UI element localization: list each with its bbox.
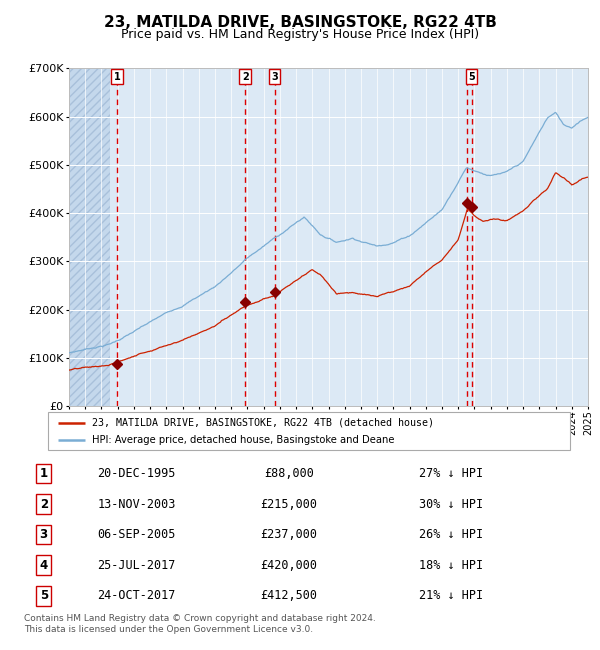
Text: 06-SEP-2005: 06-SEP-2005 <box>98 528 176 541</box>
Text: 2: 2 <box>40 498 48 511</box>
Text: 25-JUL-2017: 25-JUL-2017 <box>98 559 176 572</box>
Text: 24-OCT-2017: 24-OCT-2017 <box>98 589 176 602</box>
Text: 4: 4 <box>40 559 48 572</box>
Text: £237,000: £237,000 <box>260 528 317 541</box>
Text: 1: 1 <box>40 467 48 480</box>
Text: 26% ↓ HPI: 26% ↓ HPI <box>419 528 483 541</box>
Text: 5: 5 <box>468 72 475 82</box>
Text: Contains HM Land Registry data © Crown copyright and database right 2024.
This d: Contains HM Land Registry data © Crown c… <box>24 614 376 634</box>
Text: HPI: Average price, detached house, Basingstoke and Deane: HPI: Average price, detached house, Basi… <box>92 436 395 445</box>
Text: 2: 2 <box>242 72 248 82</box>
Text: 30% ↓ HPI: 30% ↓ HPI <box>419 498 483 511</box>
Text: 13-NOV-2003: 13-NOV-2003 <box>98 498 176 511</box>
Text: 23, MATILDA DRIVE, BASINGSTOKE, RG22 4TB (detached house): 23, MATILDA DRIVE, BASINGSTOKE, RG22 4TB… <box>92 418 434 428</box>
Text: £412,500: £412,500 <box>260 589 317 602</box>
Text: Price paid vs. HM Land Registry's House Price Index (HPI): Price paid vs. HM Land Registry's House … <box>121 28 479 41</box>
Text: 3: 3 <box>40 528 48 541</box>
Text: £420,000: £420,000 <box>260 559 317 572</box>
Text: £88,000: £88,000 <box>264 467 314 480</box>
Text: 5: 5 <box>40 589 48 602</box>
Text: 23, MATILDA DRIVE, BASINGSTOKE, RG22 4TB: 23, MATILDA DRIVE, BASINGSTOKE, RG22 4TB <box>104 15 496 30</box>
Text: 18% ↓ HPI: 18% ↓ HPI <box>419 559 483 572</box>
Text: 20-DEC-1995: 20-DEC-1995 <box>98 467 176 480</box>
Text: 27% ↓ HPI: 27% ↓ HPI <box>419 467 483 480</box>
Text: 21% ↓ HPI: 21% ↓ HPI <box>419 589 483 602</box>
FancyBboxPatch shape <box>48 412 570 450</box>
Text: £215,000: £215,000 <box>260 498 317 511</box>
Text: 3: 3 <box>271 72 278 82</box>
Text: 1: 1 <box>114 72 121 82</box>
